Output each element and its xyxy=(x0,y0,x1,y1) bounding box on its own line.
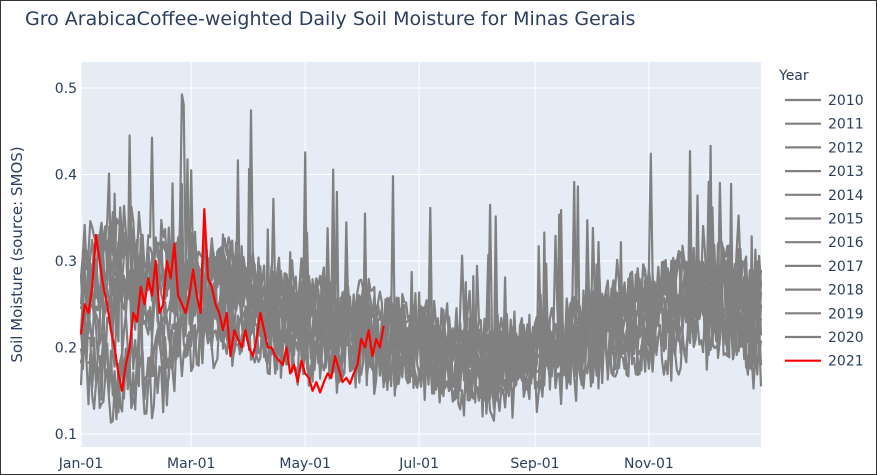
legend-item-2020[interactable]: 2020 xyxy=(785,330,864,346)
series-lines xyxy=(79,93,763,424)
legend-label: 2019 xyxy=(828,306,864,322)
y-tick-label: 0.1 xyxy=(55,427,77,443)
legend-label: 2021 xyxy=(828,354,864,370)
series-line-2019 xyxy=(79,150,763,414)
legend-item-2011[interactable]: 2011 xyxy=(785,117,864,133)
x-tick-label: Jul-01 xyxy=(398,456,439,472)
x-tick-label: Jan-01 xyxy=(58,456,103,472)
legend-label: 2017 xyxy=(828,259,864,275)
legend-label: 2015 xyxy=(828,212,864,228)
x-tick-label: Mar-01 xyxy=(167,456,215,472)
y-axis-label: Soil Moisture (source: SMOS) xyxy=(8,146,26,362)
x-tick-label: Sep-01 xyxy=(510,456,559,472)
y-tick-label: 0.3 xyxy=(55,254,77,270)
legend-item-2017[interactable]: 2017 xyxy=(785,259,864,275)
x-axis-ticks: Jan-01 Mar-01 May-01 Jul-01 Sep-01 Nov-01 xyxy=(58,456,674,472)
y-tick-label: 0.5 xyxy=(55,81,77,97)
legend-label: 2012 xyxy=(828,140,864,156)
series-line-2017 xyxy=(79,144,763,404)
legend-label: 2010 xyxy=(828,93,864,109)
y-tick-label: 0.2 xyxy=(55,341,77,357)
legend-item-2012[interactable]: 2012 xyxy=(785,140,864,156)
legend-item-2021[interactable]: 2021 xyxy=(785,354,864,370)
legend-label: 2013 xyxy=(828,164,864,180)
legend-item-2019[interactable]: 2019 xyxy=(785,306,864,322)
legend-item-2016[interactable]: 2016 xyxy=(785,235,864,251)
legend-item-2018[interactable]: 2018 xyxy=(785,283,864,299)
x-tick-label: May-01 xyxy=(279,456,331,472)
legend-label: 2018 xyxy=(828,283,864,299)
legend[interactable]: Year 2010 2011 2012 2013 2014 2015 2016 2017 201… xyxy=(778,68,864,370)
legend-label: 2011 xyxy=(828,117,864,133)
y-tick-label: 0.4 xyxy=(55,167,77,183)
legend-item-2014[interactable]: 2014 xyxy=(785,188,864,204)
series-line-2021 xyxy=(79,208,385,394)
legend-label: 2016 xyxy=(828,235,864,251)
chart-title: Gro ArabicaCoffee-weighted Daily Soil Mo… xyxy=(25,8,635,30)
x-tick-label: Nov-01 xyxy=(624,456,674,472)
legend-label: 2014 xyxy=(828,188,864,204)
legend-label: 2020 xyxy=(828,330,864,346)
series-line-2018 xyxy=(79,158,763,385)
legend-title: Year xyxy=(778,68,809,84)
legend-item-2010[interactable]: 2010 xyxy=(785,93,864,109)
legend-item-2013[interactable]: 2013 xyxy=(785,164,864,180)
legend-item-2015[interactable]: 2015 xyxy=(785,212,864,228)
y-axis-ticks: 0.1 0.2 0.3 0.4 0.5 xyxy=(55,81,77,443)
